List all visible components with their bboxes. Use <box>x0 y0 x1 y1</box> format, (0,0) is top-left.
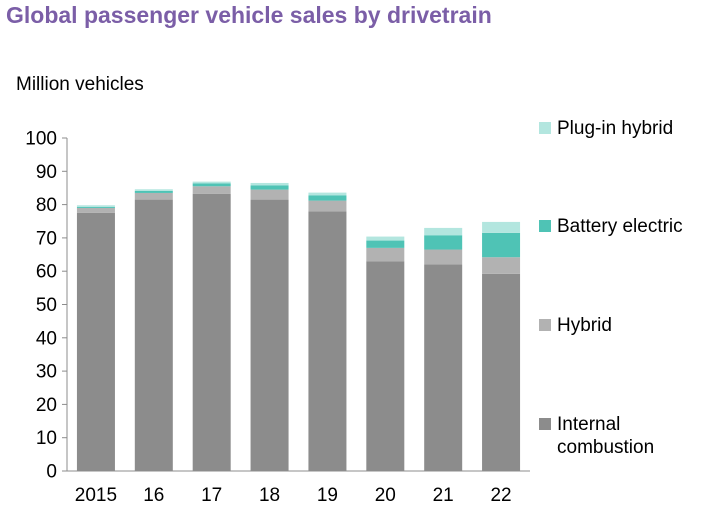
bar-segment-battery-electric-17 <box>192 183 231 187</box>
bar-segment-plug-in-hybrid-19 <box>308 192 347 196</box>
bar-segment-battery-electric-20 <box>366 240 405 248</box>
bar-segment-battery-electric-2015 <box>76 206 115 208</box>
bar-segment-internal-combustion-19 <box>308 211 347 471</box>
bar-segment-battery-electric-18 <box>250 185 289 190</box>
y-tick-label: 0 <box>46 462 57 483</box>
bar-segment-plug-in-hybrid-16 <box>134 189 173 191</box>
bar-segment-hybrid-21 <box>424 249 463 265</box>
bar-segment-internal-combustion-22 <box>482 273 521 471</box>
y-tick-label: 40 <box>36 328 57 349</box>
bar-segment-plug-in-hybrid-22 <box>482 221 521 233</box>
bar-segment-internal-combustion-21 <box>424 264 463 471</box>
legend-item-plug-in-hybrid: Plug-in hybrid <box>539 117 673 140</box>
y-tick-label: 60 <box>36 262 57 283</box>
legend-label: Internal combustion <box>557 414 655 458</box>
bar-segment-battery-electric-22 <box>482 232 521 258</box>
legend-label: Battery electric <box>557 216 683 237</box>
bar-segment-hybrid-22 <box>482 257 521 274</box>
y-tick-label: 20 <box>36 395 57 416</box>
x-tick-label: 19 <box>317 485 338 506</box>
bar-segment-hybrid-2015 <box>76 207 115 213</box>
bar-segment-hybrid-16 <box>134 192 173 200</box>
x-tick-label: 17 <box>201 485 222 506</box>
bar-segment-internal-combustion-17 <box>192 193 231 471</box>
legend-item-internal-combustion: Internal combustion <box>539 413 654 459</box>
x-tick-label: 2015 <box>75 485 117 506</box>
bar-segment-internal-combustion-2015 <box>76 212 115 471</box>
bar-segment-plug-in-hybrid-18 <box>250 182 289 186</box>
bar-segment-battery-electric-21 <box>424 235 463 250</box>
chart-legend: Plug-in hybrid Battery electric Hybrid Inte… <box>539 0 703 513</box>
bar-segment-plug-in-hybrid-2015 <box>76 205 115 207</box>
x-tick-label: 20 <box>375 485 396 506</box>
y-tick-label: 100 <box>25 129 57 150</box>
legend-swatch <box>539 122 551 134</box>
legend-swatch <box>539 319 551 331</box>
bar-segment-hybrid-17 <box>192 186 231 194</box>
bar-segment-battery-electric-16 <box>134 190 173 193</box>
chart-title: Global passenger vehicle sales by drivet… <box>6 2 492 28</box>
bar-segment-plug-in-hybrid-20 <box>366 236 405 241</box>
y-tick-label: 30 <box>36 362 57 383</box>
bar-chart: 0 10 20 30 40 50 60 70 80 90 100 2015 16 17 18 19 20 21 22 <box>25 129 530 506</box>
bar-segment-plug-in-hybrid-17 <box>192 181 231 184</box>
legend-item-hybrid: Hybrid <box>539 314 612 337</box>
bar-segment-internal-combustion-20 <box>366 261 405 471</box>
y-tick-label: 50 <box>36 295 57 316</box>
bar-segment-battery-electric-19 <box>308 195 347 201</box>
bar-segment-hybrid-18 <box>250 189 289 200</box>
legend-item-battery-electric: Battery electric <box>539 215 683 238</box>
bar-segment-hybrid-19 <box>308 200 347 212</box>
bar-segment-plug-in-hybrid-21 <box>424 227 463 236</box>
x-tick-label: 22 <box>490 485 511 506</box>
y-axis-label: Million vehicles <box>16 74 144 95</box>
bar-segment-internal-combustion-18 <box>250 199 289 472</box>
legend-label: Plug-in hybrid <box>557 118 674 139</box>
x-tick-label: 16 <box>143 485 164 506</box>
y-tick-label: 70 <box>36 228 57 249</box>
bar-segment-internal-combustion-16 <box>134 199 173 472</box>
x-tick-label: 21 <box>433 485 454 506</box>
bar-segment-hybrid-20 <box>366 247 405 262</box>
y-tick-label: 90 <box>36 162 57 183</box>
legend-swatch <box>539 220 551 232</box>
legend-label: Hybrid <box>557 315 612 336</box>
y-tick-label: 10 <box>36 428 57 449</box>
x-tick-label: 18 <box>259 485 280 506</box>
y-tick-label: 80 <box>36 195 57 216</box>
legend-swatch <box>539 418 551 430</box>
